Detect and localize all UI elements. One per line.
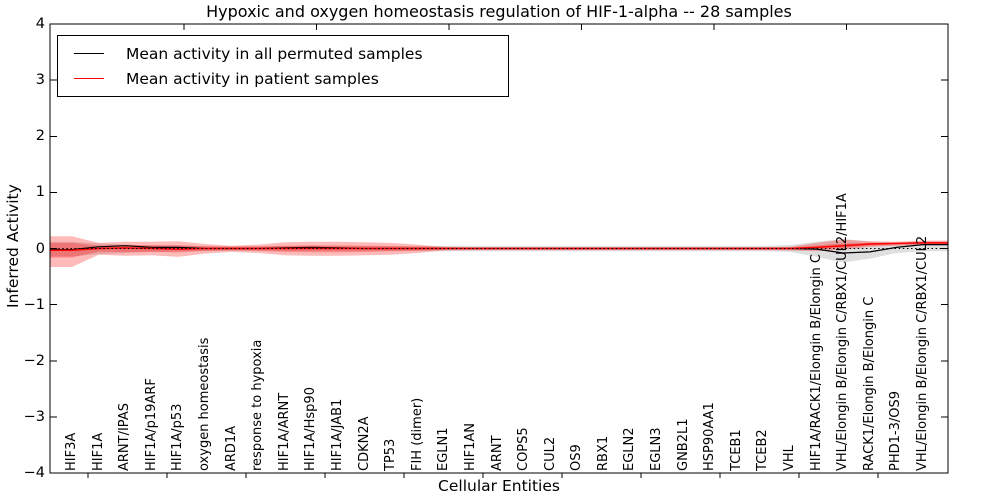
legend-label-patient: Mean activity in patient samples xyxy=(126,69,379,88)
x-tick-label: EGLN2 xyxy=(622,427,638,471)
x-tick-label: HIF1A/ARNT xyxy=(276,392,292,471)
x-tick-label: OS9 xyxy=(569,444,585,471)
y-tick-label: 2 xyxy=(35,128,45,145)
y-tick-label: 0 xyxy=(35,240,45,257)
x-tick-label: HIF1A/JAB1 xyxy=(329,398,345,471)
x-tick-label: RACK1/Elongin B/Elongin C xyxy=(861,296,877,471)
x-tick-label: response to hypoxia xyxy=(250,339,266,471)
legend: Mean activity in all permuted samples Me… xyxy=(57,35,509,97)
x-tick-label: CDKN2A xyxy=(356,416,372,471)
x-tick-label: HIF1A/p53 xyxy=(170,403,186,471)
x-tick-label: EGLN3 xyxy=(649,427,665,471)
chart-title: Hypoxic and oxygen homeostasis regulatio… xyxy=(206,2,792,21)
x-tick-label: TP53 xyxy=(383,438,399,471)
y-tick-label: −3 xyxy=(23,408,45,425)
x-tick-label: VHL/Elongin B/Elongin C/RBX1/CUL2 xyxy=(915,235,930,471)
x-tick-label: HIF1AN xyxy=(462,423,478,471)
x-tick-label: HIF1A xyxy=(90,432,106,471)
x-tick-label: ARNT/IPAS xyxy=(117,403,133,471)
legend-item-permuted: Mean activity in all permuted samples xyxy=(74,41,508,66)
x-tick-label: RBX1 xyxy=(595,435,611,471)
y-tick-label: −2 xyxy=(23,352,45,369)
legend-line-red xyxy=(74,78,104,79)
x-tick-label: HIF1A/Hsp90 xyxy=(303,387,319,471)
legend-item-patient: Mean activity in patient samples xyxy=(74,66,508,91)
x-tick-label: HIF3A xyxy=(64,432,79,471)
x-tick-label: oxygen homeostasis xyxy=(196,337,212,471)
y-tick-label: −4 xyxy=(23,465,45,481)
x-tick-label: COPS5 xyxy=(516,427,532,471)
x-tick-label: HSP90AA1 xyxy=(702,402,718,471)
y-tick-label: 3 xyxy=(35,72,45,89)
x-tick-label: EGLN1 xyxy=(436,427,452,471)
x-tick-label: TCEB2 xyxy=(755,429,771,471)
x-tick-label: FIH (dimer) xyxy=(409,397,425,471)
x-tick-label: VHL/Elongin B/Elongin C/RBX1/CUL2/HIF1A xyxy=(835,193,851,471)
x-tick-label: GNB2L1 xyxy=(675,418,691,471)
y-tick-label: 1 xyxy=(35,184,45,201)
x-tick-label: PHD1-3/OS9 xyxy=(888,391,904,471)
y-tick-label: −1 xyxy=(23,296,45,313)
x-tick-label: TCEB1 xyxy=(728,429,744,471)
x-tick-label: HIF1A/p19ARF xyxy=(143,378,159,471)
x-tick-label: VHL xyxy=(782,445,798,471)
y-tick-label: 4 xyxy=(35,16,45,32)
x-tick-label: CUL2 xyxy=(542,436,558,471)
x-tick-label: ARD1A xyxy=(223,425,239,471)
x-tick-label: ARNT xyxy=(489,435,505,471)
legend-label-permuted: Mean activity in all permuted samples xyxy=(126,44,423,63)
x-axis-label: Cellular Entities xyxy=(438,477,560,495)
x-tick-label: HIF1A/RACK1/Elongin B/Elongin C xyxy=(808,254,824,471)
legend-line-black xyxy=(74,53,104,54)
